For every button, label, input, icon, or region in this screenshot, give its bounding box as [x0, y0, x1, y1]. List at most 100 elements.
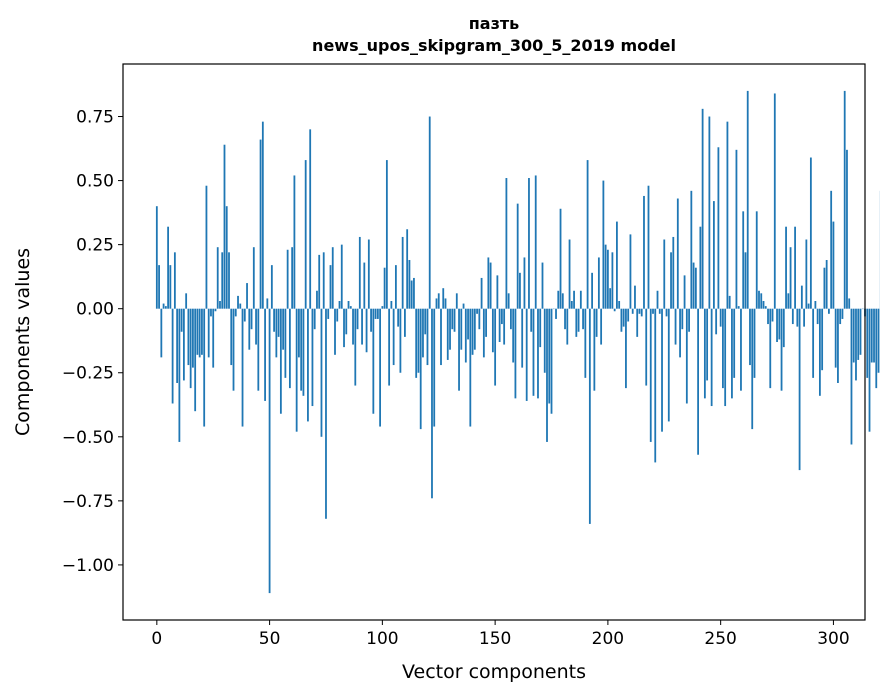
bar-component-16	[192, 308, 194, 368]
bar-component-69	[311, 308, 314, 407]
bar-component-49	[266, 298, 269, 309]
bar-component-252	[724, 308, 727, 407]
bar-component-259	[740, 308, 742, 391]
bar-component-254	[728, 295, 731, 309]
bar-component-276	[778, 308, 781, 340]
bar-component-38	[241, 308, 244, 427]
x-tick-label: 200	[592, 629, 624, 649]
bar-component-225	[663, 239, 666, 309]
bar-component-6	[169, 265, 172, 309]
bar-component-272	[769, 308, 772, 389]
bar-component-251	[722, 308, 724, 389]
bar-component-61	[293, 175, 296, 309]
bar-component-215	[640, 308, 643, 317]
y-tick-label: 0.25	[76, 236, 114, 256]
bar-component-34	[232, 308, 235, 391]
y-tick-label: −1.00	[62, 556, 114, 576]
bar-component-226	[665, 308, 668, 317]
bar-component-155	[505, 178, 508, 309]
bar-component-145	[482, 308, 485, 358]
bar-component-62	[295, 308, 298, 432]
bar-component-138	[467, 308, 469, 340]
bar-component-159	[514, 308, 517, 399]
bar-component-93	[365, 308, 368, 353]
bar-component-288	[805, 239, 808, 309]
bar-component-121	[428, 116, 431, 309]
bar-component-270	[764, 306, 767, 309]
bar-component-122	[431, 308, 433, 499]
y-tick-label: 0.75	[76, 108, 114, 128]
bar-component-201	[609, 288, 612, 309]
bar-component-118	[422, 308, 424, 358]
bar-component-133	[455, 293, 458, 309]
bar-component-221	[654, 308, 657, 463]
bar-component-85	[347, 301, 350, 309]
bar-component-302	[837, 308, 839, 383]
bar-component-248	[715, 308, 718, 335]
bar-component-105	[392, 308, 395, 366]
bar-component-255	[731, 308, 733, 399]
bar-component-162	[521, 308, 524, 368]
bar-component-120	[426, 308, 429, 366]
bar-component-227	[667, 308, 670, 422]
bar-component-164	[525, 308, 528, 401]
bar-component-82	[340, 244, 343, 309]
bar-component-152	[498, 308, 501, 342]
bar-component-54	[277, 308, 280, 337]
bar-component-291	[812, 308, 815, 378]
bar-component-233	[681, 308, 684, 330]
bar-component-300	[832, 221, 835, 309]
bar-component-27	[216, 247, 219, 309]
bar-component-213	[636, 308, 639, 337]
bar-component-59	[288, 308, 291, 389]
bar-component-129	[446, 308, 449, 360]
bar-component-139	[469, 308, 472, 427]
bar-component-172	[543, 308, 546, 373]
bar-component-258	[737, 306, 740, 309]
bar-component-65	[302, 308, 305, 396]
bar-component-189	[582, 308, 584, 330]
bar-component-289	[807, 303, 810, 309]
bar-component-79	[334, 308, 336, 355]
bar-component-46	[259, 139, 262, 309]
bar-component-280	[787, 293, 790, 309]
bar-component-20	[201, 308, 203, 355]
bar-component-95	[370, 308, 372, 332]
bar-component-28	[219, 301, 221, 309]
bar-component-169	[537, 308, 539, 399]
bar-component-299	[830, 190, 833, 309]
bar-component-285	[798, 308, 801, 471]
bar-component-80	[336, 308, 339, 322]
chart-title: пазть	[469, 14, 520, 33]
bar-component-73	[320, 308, 323, 437]
bar-component-301	[834, 308, 837, 368]
bar-component-87	[352, 308, 354, 345]
bar-component-292	[814, 301, 817, 309]
bar-component-261	[744, 252, 747, 309]
bar-component-311	[857, 308, 860, 360]
bar-component-310	[855, 308, 857, 381]
bar-component-196	[597, 257, 600, 309]
bar-component-193	[591, 272, 593, 309]
bar-component-76	[327, 308, 330, 319]
bar-component-223	[658, 308, 661, 314]
bar-component-130	[449, 308, 451, 350]
bar-component-160	[516, 203, 519, 309]
bar-component-71	[316, 290, 318, 309]
bar-component-198	[602, 180, 605, 309]
bar-component-295	[821, 308, 824, 371]
bar-component-32	[228, 252, 230, 309]
bar-component-282	[791, 308, 794, 325]
bar-component-88	[354, 308, 357, 386]
bar-component-15	[189, 308, 192, 389]
bar-component-305	[843, 90, 846, 309]
bar-component-232	[679, 308, 681, 358]
bar-component-202	[611, 252, 614, 309]
bar-component-203	[613, 308, 616, 312]
bar-component-309	[852, 308, 855, 363]
y-tick-label: −0.75	[62, 492, 114, 512]
bar-component-123	[433, 308, 436, 427]
bar-component-83	[343, 308, 345, 348]
bar-component-143	[478, 308, 481, 330]
bar-component-42	[250, 308, 253, 330]
